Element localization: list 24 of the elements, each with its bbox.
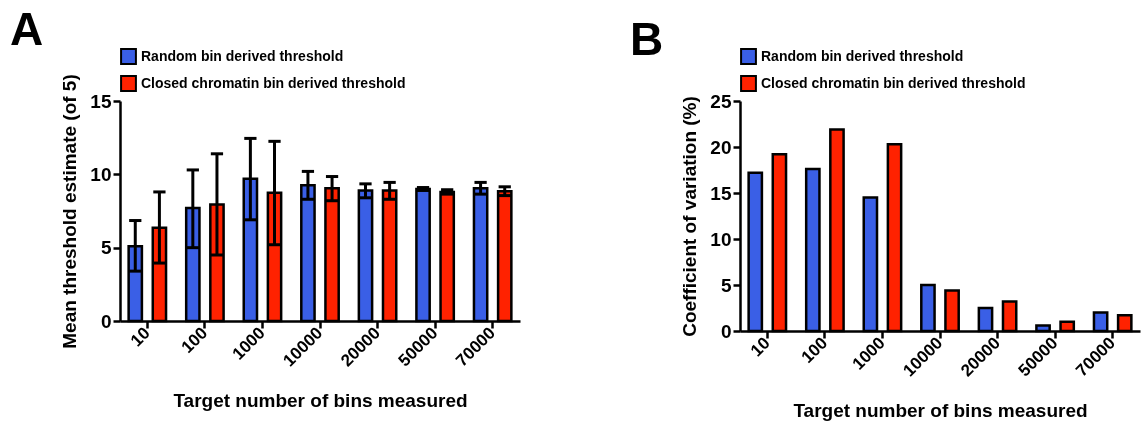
y-tick-label: 10	[710, 228, 732, 250]
y-tick-label: 20	[710, 136, 732, 158]
y-tick-label: 5	[100, 237, 112, 259]
y-tick-label: 5	[720, 274, 732, 296]
legend-label: Random bin derived threshold	[141, 47, 344, 64]
y-tick-label: 0	[720, 320, 732, 342]
x-axis-title: Target number of bins measured	[173, 389, 468, 411]
text: B	[630, 13, 664, 65]
y-axis-title: Mean threshold estimate (of 5)	[59, 74, 81, 349]
x-axis-title: Target number of bins measured	[793, 399, 1088, 421]
legend-label: Closed chromatin bin derived threshold	[761, 74, 1026, 91]
y-axis-title: Coefficient of variation (%)	[679, 96, 701, 337]
x-tick-label: 10	[126, 323, 154, 351]
text: A	[10, 3, 44, 55]
x-tick-label: 10	[746, 333, 774, 361]
y-tick-label: 0	[100, 310, 112, 332]
legend-label: Closed chromatin bin derived threshold	[141, 74, 406, 91]
legend-label: Random bin derived threshold	[761, 47, 964, 64]
y-tick-label: 10	[90, 163, 112, 185]
y-tick-label: 25	[710, 90, 732, 112]
x-tick-label: 100	[177, 323, 212, 357]
y-tick-label: 15	[90, 90, 112, 112]
x-tick-label: 100	[797, 333, 832, 367]
y-tick-label: 15	[710, 182, 732, 204]
